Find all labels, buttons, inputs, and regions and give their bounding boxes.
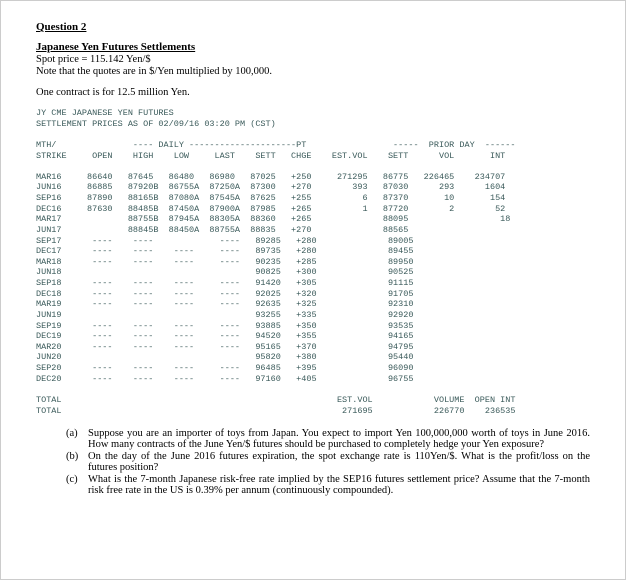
question-text: Suppose you are an importer of toys from… bbox=[88, 428, 590, 450]
question-list: (a)Suppose you are an importer of toys f… bbox=[36, 428, 590, 496]
contract-size: One contract is for 12.5 million Yen. bbox=[36, 87, 590, 98]
total-line-2: TOTAL 271695 226770 236535 bbox=[36, 406, 515, 416]
question-item: (a)Suppose you are an importer of toys f… bbox=[66, 428, 590, 450]
question-text: On the day of the June 2016 futures expi… bbox=[88, 451, 590, 473]
quote-note: Note that the quotes are in $/Yen multip… bbox=[36, 66, 590, 77]
question-label: (c) bbox=[66, 474, 88, 496]
document-page: Question 2 Japanese Yen Futures Settleme… bbox=[0, 0, 626, 580]
table-header-2: SETTLEMENT PRICES AS OF 02/09/16 03:20 P… bbox=[36, 119, 276, 129]
futures-title: Japanese Yen Futures Settlements bbox=[36, 41, 590, 53]
question-text: What is the 7-month Japanese risk-free r… bbox=[88, 474, 590, 496]
col-header-2: STRIKE OPEN HIGH LOW LAST SETT CHGE EST.… bbox=[36, 151, 505, 161]
question-label: (b) bbox=[66, 451, 88, 473]
table-rows: MAR16 86640 87645 86480 86980 87025 +250… bbox=[36, 172, 510, 384]
table-header-1: JY CME JAPANESE YEN FUTURES bbox=[36, 108, 174, 118]
question-item: (c)What is the 7-month Japanese risk-fre… bbox=[66, 474, 590, 496]
question-label: (a) bbox=[66, 428, 88, 450]
col-header-1: MTH/ ---- DAILY ---------------------PT … bbox=[36, 140, 515, 150]
spot-price-line: Spot price = 115.142 Yen/$ bbox=[36, 54, 590, 65]
total-line-1: TOTAL EST.VOL VOLUME OPEN INT bbox=[36, 395, 515, 405]
futures-table: JY CME JAPANESE YEN FUTURES SETTLEMENT P… bbox=[36, 108, 590, 416]
question-item: (b)On the day of the June 2016 futures e… bbox=[66, 451, 590, 473]
question-heading: Question 2 bbox=[36, 21, 590, 33]
